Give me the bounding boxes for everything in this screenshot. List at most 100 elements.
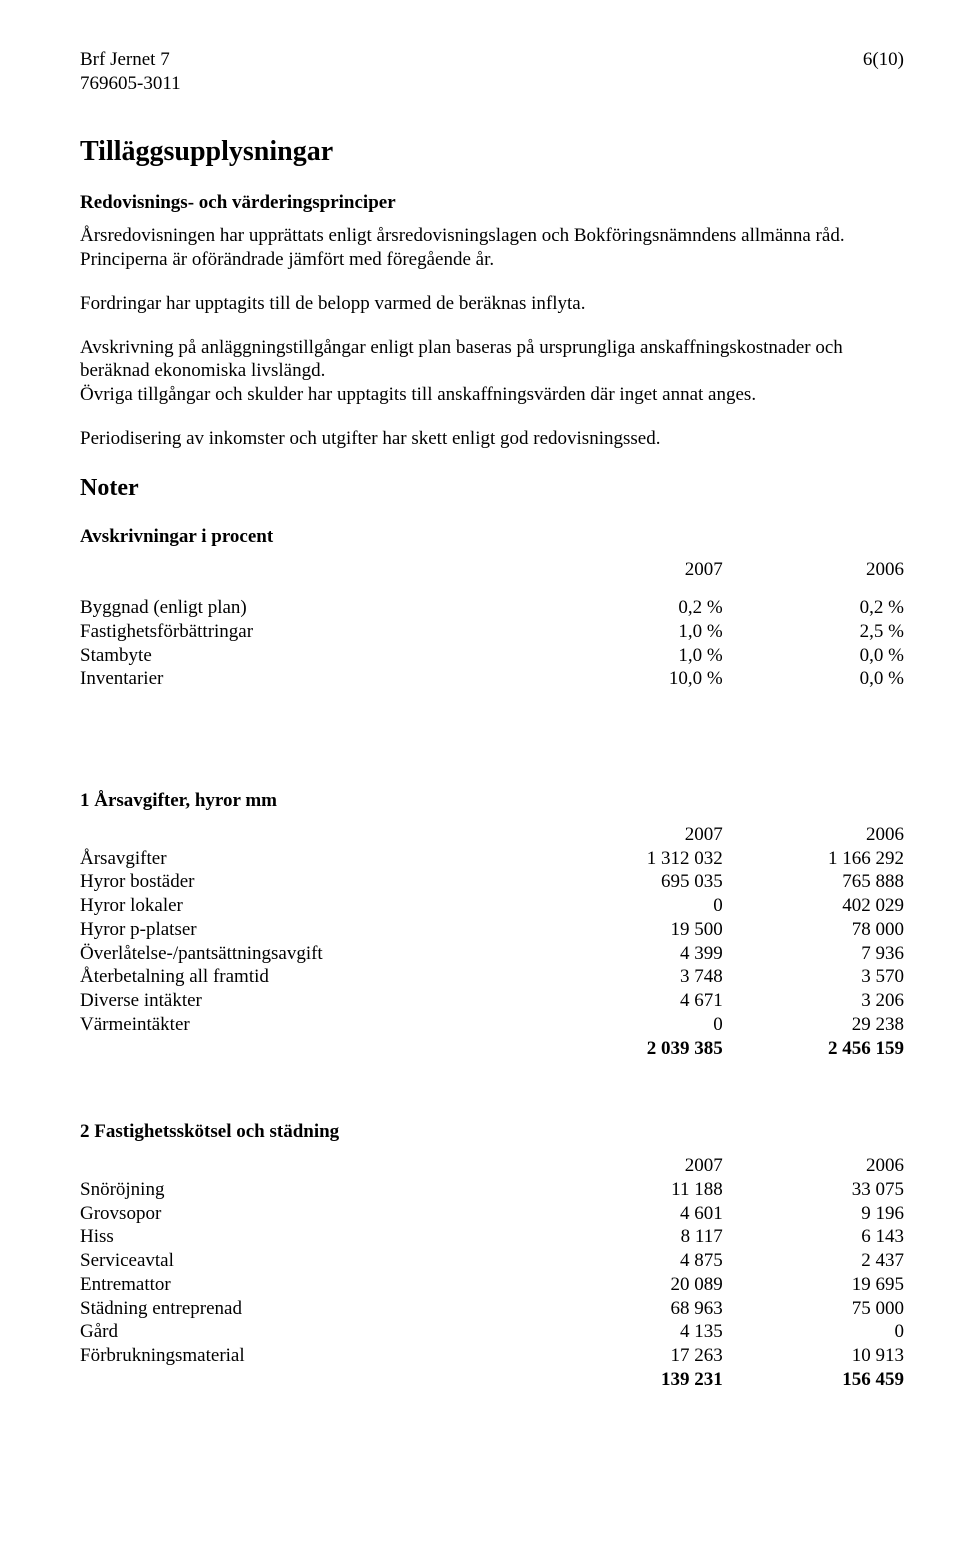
noter-heading: Noter [80,473,904,503]
section-2-table: 2007 2006 Snöröjning11 18833 075Grovsopo… [80,1154,904,1392]
table-row: Värmeintäkter029 238 [80,1013,904,1037]
row-label: Överlåtelse-/pantsättningsavgift [80,942,541,966]
depreciation-table: 2007 2006 Byggnad (enligt plan)0,2 %0,2 … [80,558,904,691]
row-label: Hyror lokaler [80,894,541,918]
row-value-2007: 4 875 [541,1249,722,1273]
table-row: Fastighetsförbättringar1,0 %2,5 % [80,620,904,644]
row-value-2007: 68 963 [541,1297,722,1321]
row-value-2006: 7 936 [723,942,904,966]
row-label: Värmeintäkter [80,1013,541,1037]
row-value-2006: 0,0 % [723,644,904,668]
org-number: 769605-3011 [80,72,181,96]
page-header: Brf Jernet 7 769605-3011 6(10) [80,48,904,96]
row-label: Årsavgifter [80,847,541,871]
table-row: Städning entreprenad68 96375 000 [80,1297,904,1321]
year-2006: 2006 [723,558,904,582]
table-year-row: 2007 2006 [80,558,904,582]
row-value-2007: 11 188 [541,1178,722,1202]
row-value-2007: 0,2 % [541,596,722,620]
row-value-2007: 20 089 [541,1273,722,1297]
year-2007: 2007 [541,1154,722,1178]
row-value-2007: 17 263 [541,1344,722,1368]
row-label: Inventarier [80,667,541,691]
row-value-2007: 1,0 % [541,644,722,668]
row-value-2007: 0 [541,894,722,918]
total-2006: 2 456 159 [723,1037,904,1061]
depreciation-percent-heading: Avskrivningar i procent [80,525,904,549]
row-label: Stambyte [80,644,541,668]
year-2006: 2006 [723,1154,904,1178]
table-row: Överlåtelse-/pantsättningsavgift4 3997 9… [80,942,904,966]
table-row: Grovsopor4 6019 196 [80,1202,904,1226]
row-value-2007: 4 601 [541,1202,722,1226]
year-2006: 2006 [723,823,904,847]
row-value-2006: 3 570 [723,965,904,989]
section-2-heading: 2 Fastighetsskötsel och städning [80,1120,904,1144]
table-row: Snöröjning11 18833 075 [80,1178,904,1202]
table-row: Hyror lokaler0402 029 [80,894,904,918]
paragraph-periodization: Periodisering av inkomster och utgifter … [80,427,904,451]
row-value-2006: 0 [723,1320,904,1344]
table-year-row: 2007 2006 [80,1154,904,1178]
table-row: Serviceavtal4 8752 437 [80,1249,904,1273]
row-value-2007: 695 035 [541,870,722,894]
total-label [80,1037,541,1061]
table-row: Stambyte1,0 %0,0 % [80,644,904,668]
table-row: Årsavgifter1 312 0321 166 292 [80,847,904,871]
total-2006: 156 459 [723,1368,904,1392]
row-label: Hyror p-platser [80,918,541,942]
section-1-table: 2007 2006 Årsavgifter1 312 0321 166 292H… [80,823,904,1061]
table-row: Hyror bostäder695 035765 888 [80,870,904,894]
table-row: Hyror p-platser19 50078 000 [80,918,904,942]
table-row: Inventarier10,0 %0,0 % [80,667,904,691]
row-label: Byggnad (enligt plan) [80,596,541,620]
row-value-2007: 1 312 032 [541,847,722,871]
subheading-principles: Redovisnings- och värderingsprinciper [80,191,904,215]
section-1-total-row: 2 039 385 2 456 159 [80,1037,904,1061]
row-value-2006: 78 000 [723,918,904,942]
row-label: Serviceavtal [80,1249,541,1273]
row-label: Grovsopor [80,1202,541,1226]
header-left: Brf Jernet 7 769605-3011 [80,48,181,96]
row-value-2007: 8 117 [541,1225,722,1249]
row-value-2006: 2 437 [723,1249,904,1273]
paragraph-receivables: Fordringar har upptagits till de belopp … [80,292,904,316]
table-row: Byggnad (enligt plan)0,2 %0,2 % [80,596,904,620]
row-value-2007: 4 135 [541,1320,722,1344]
row-label: Gård [80,1320,541,1344]
row-value-2007: 1,0 % [541,620,722,644]
section-2-total-row: 139 231 156 459 [80,1368,904,1392]
row-value-2006: 75 000 [723,1297,904,1321]
row-value-2006: 6 143 [723,1225,904,1249]
row-label: Snöröjning [80,1178,541,1202]
row-label: Fastighetsförbättringar [80,620,541,644]
table-year-row: 2007 2006 [80,823,904,847]
row-value-2006: 3 206 [723,989,904,1013]
total-2007: 139 231 [541,1368,722,1392]
row-label: Hyror bostäder [80,870,541,894]
row-value-2007: 4 399 [541,942,722,966]
year-2007: 2007 [541,558,722,582]
total-2007: 2 039 385 [541,1037,722,1061]
table-row: Diverse intäkter4 6713 206 [80,989,904,1013]
table-row: Förbrukningsmaterial17 26310 913 [80,1344,904,1368]
row-value-2006: 19 695 [723,1273,904,1297]
row-value-2006: 10 913 [723,1344,904,1368]
row-label: Förbrukningsmaterial [80,1344,541,1368]
year-2007: 2007 [541,823,722,847]
row-value-2006: 0,2 % [723,596,904,620]
total-label [80,1368,541,1392]
paragraph-depreciation: Avskrivning på anläggningstillgångar enl… [80,336,904,384]
table-row: Gård4 1350 [80,1320,904,1344]
table-row: Hiss8 1176 143 [80,1225,904,1249]
row-value-2007: 3 748 [541,965,722,989]
row-value-2007: 10,0 % [541,667,722,691]
row-value-2006: 33 075 [723,1178,904,1202]
row-value-2007: 19 500 [541,918,722,942]
table-row: Entremattor20 08919 695 [80,1273,904,1297]
row-label: Städning entreprenad [80,1297,541,1321]
row-label: Återbetalning all framtid [80,965,541,989]
paragraph-other-assets: Övriga tillgångar och skulder har upptag… [80,383,904,407]
row-label: Entremattor [80,1273,541,1297]
row-value-2006: 29 238 [723,1013,904,1037]
